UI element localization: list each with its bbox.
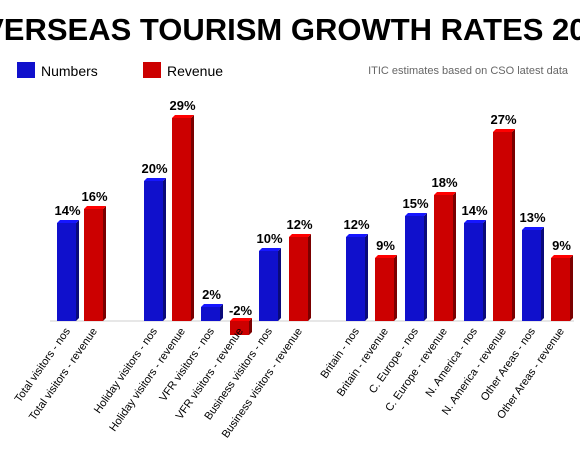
value-label-6: -2% — [229, 303, 253, 318]
value-label-15: 13% — [519, 210, 545, 225]
bar-1 — [57, 220, 79, 321]
bar-side — [424, 213, 427, 321]
bar-3 — [144, 178, 166, 321]
bar-side — [103, 206, 106, 321]
bar-side — [163, 178, 166, 321]
source-note: ITIC estimates based on CSO latest data — [368, 65, 569, 77]
bar-face — [230, 321, 249, 335]
bar-cap — [551, 255, 573, 258]
bar-face — [522, 230, 541, 321]
bar-side — [453, 192, 456, 321]
bar-face — [201, 307, 220, 321]
category-label-10: Britain - revenue — [335, 326, 391, 399]
bar-side — [570, 255, 573, 321]
bar-cap — [493, 129, 515, 132]
bar-4 — [172, 115, 194, 321]
bar-13 — [464, 220, 486, 321]
value-label-9: 12% — [343, 217, 369, 232]
bar-side — [191, 115, 194, 321]
bar-face — [464, 223, 483, 321]
bar-side — [308, 234, 311, 321]
bar-face — [84, 209, 103, 321]
bar-side — [278, 248, 281, 321]
bar-face — [493, 132, 512, 321]
value-label-4: 29% — [169, 98, 195, 113]
bar-8 — [289, 234, 311, 321]
bar-cap — [375, 255, 397, 258]
legend-label-numbers: Numbers — [41, 63, 98, 79]
bar-side — [249, 318, 252, 335]
bar-16 — [551, 255, 573, 321]
bar-side — [365, 234, 368, 321]
legend-label-revenue: Revenue — [167, 63, 223, 79]
bar-cap — [522, 227, 544, 230]
bar-face — [259, 251, 278, 321]
value-label-10: 9% — [376, 238, 395, 253]
bar-cap — [84, 206, 106, 209]
bar-side — [512, 129, 515, 321]
value-label-14: 27% — [490, 112, 516, 127]
bar-10 — [375, 255, 397, 321]
bar-face — [57, 223, 76, 321]
value-label-2: 16% — [81, 189, 107, 204]
value-label-8: 12% — [286, 217, 312, 232]
bar-cap — [201, 304, 223, 307]
value-label-1: 14% — [54, 203, 80, 218]
bar-face — [375, 258, 394, 321]
bar-cap — [259, 248, 281, 251]
value-label-3: 20% — [141, 161, 167, 176]
value-label-13: 14% — [461, 203, 487, 218]
bar-cap — [346, 234, 368, 237]
bar-9 — [346, 234, 368, 321]
bar-face — [289, 237, 308, 321]
bar-14 — [493, 129, 515, 321]
legend: Numbers Revenue — [17, 62, 223, 79]
bar-side — [483, 220, 486, 321]
bar-cap — [230, 318, 252, 321]
bar-side — [541, 227, 544, 321]
bar-face — [144, 181, 163, 321]
bar-cap — [464, 220, 486, 223]
chart-title: OVERSEAS TOURISM GROWTH RATES 2015 — [0, 12, 580, 47]
bar-12 — [434, 192, 456, 321]
value-label-11: 15% — [402, 196, 428, 211]
bar-2 — [84, 206, 106, 321]
bar-cap — [57, 220, 79, 223]
bar-7 — [259, 248, 281, 321]
bar-side — [76, 220, 79, 321]
value-label-12: 18% — [431, 175, 457, 190]
bar-face — [434, 195, 453, 321]
value-label-7: 10% — [256, 231, 282, 246]
bar-cap — [289, 234, 311, 237]
bar-cap — [144, 178, 166, 181]
legend-swatch-numbers — [17, 62, 35, 78]
bar-cap — [405, 213, 427, 216]
bar-face — [172, 118, 191, 321]
bar-cap — [172, 115, 194, 118]
bar-cap — [434, 192, 456, 195]
bar-face — [551, 258, 570, 321]
value-label-16: 9% — [552, 238, 571, 253]
value-label-5: 2% — [202, 287, 221, 302]
bar-side — [394, 255, 397, 321]
bar-face — [346, 237, 365, 321]
bar-5 — [201, 304, 223, 321]
legend-swatch-revenue — [143, 62, 161, 78]
bar-15 — [522, 227, 544, 321]
bar-6 — [230, 318, 252, 335]
bar-side — [220, 304, 223, 321]
bar-11 — [405, 213, 427, 321]
bar-face — [405, 216, 424, 321]
